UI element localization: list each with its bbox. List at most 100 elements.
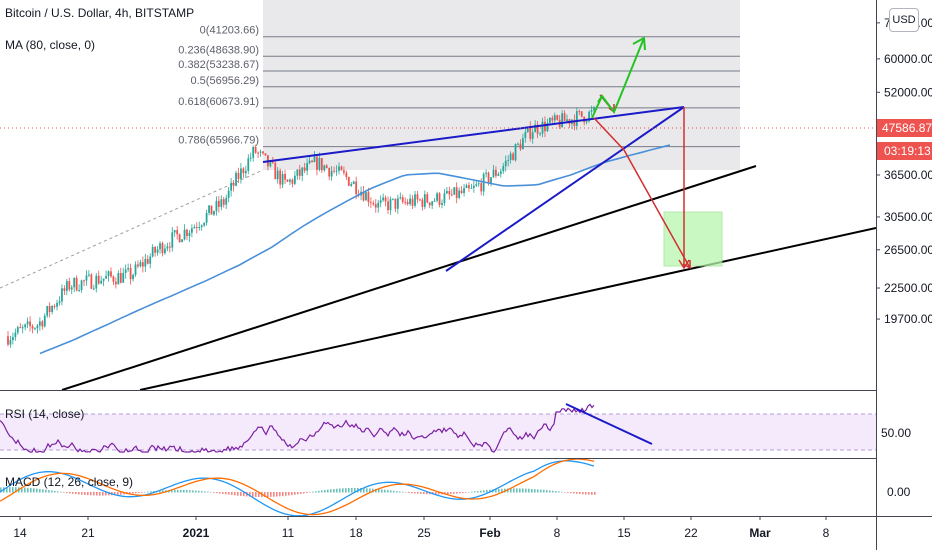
candle-body	[73, 277, 76, 288]
macd-indicator[interactable]	[0, 459, 596, 516]
fib-anchor-line	[0, 169, 264, 289]
macd-hist-bar	[462, 492, 464, 494]
macd-hist-bar	[549, 490, 551, 493]
macd-hist-bar	[192, 490, 194, 493]
support-trendline-upper[interactable]	[61, 165, 757, 390]
price-tick-label: 26500.00	[884, 243, 932, 257]
macd-hist-bar	[87, 492, 89, 496]
macd-hist-bar	[33, 488, 35, 493]
macd-hist-bar	[81, 492, 83, 495]
candle-body	[409, 198, 412, 205]
candle-body	[335, 170, 338, 172]
macd-hist-bar	[531, 488, 533, 493]
candle-body	[338, 166, 340, 171]
candle-body	[448, 190, 451, 195]
rsi-indicator[interactable]	[0, 403, 876, 453]
last-price-value: 47586.87	[882, 121, 932, 135]
candle-body	[455, 187, 458, 198]
macd-hist-bar	[339, 488, 341, 493]
macd-hist-bar	[351, 487, 353, 493]
candle-body	[122, 272, 125, 283]
target-box[interactable]	[663, 211, 723, 267]
macd-hist-bar	[240, 492, 242, 496]
rsi-divergence-line[interactable]	[565, 403, 653, 445]
candle-body	[149, 256, 152, 264]
time-axis[interactable]: 14 21 2021 11 18 25 Feb 8 15 22 Mar 8	[13, 516, 830, 540]
macd-hist-bar	[42, 489, 44, 493]
macd-hist-bar	[228, 492, 230, 495]
candle-body	[271, 160, 274, 163]
drawings[interactable]	[61, 36, 876, 390]
candle-body	[249, 157, 252, 159]
macd-hist-bar	[309, 492, 311, 493]
candle-body	[350, 183, 353, 186]
candle-body	[264, 153, 267, 156]
green-arrow-head	[632, 36, 646, 51]
macd-hist-bar	[276, 492, 278, 497]
candle-body	[227, 190, 230, 198]
candle-body	[404, 201, 407, 203]
candle-body	[146, 258, 149, 264]
candle-body	[230, 182, 233, 191]
candle-body	[438, 193, 441, 205]
support-trendline-lower[interactable]	[139, 227, 876, 390]
candle-body	[114, 281, 117, 285]
candle-body	[26, 321, 29, 325]
macd-hist-bar	[417, 492, 419, 494]
macd-hist-bar	[195, 490, 197, 493]
candle-body	[445, 190, 448, 194]
candle-body	[19, 327, 22, 329]
macd-hist-bar	[381, 489, 383, 493]
candle-body	[178, 234, 181, 243]
ma-legend[interactable]: MA (80, close, 0)	[5, 38, 95, 52]
macd-hist-bar	[453, 492, 455, 494]
wedge-upper-line[interactable]	[262, 106, 685, 163]
candle-body	[276, 170, 279, 180]
rsi-legend[interactable]: RSI (14, close)	[5, 407, 84, 421]
candle-body	[127, 267, 130, 270]
macd-hist-bar	[12, 487, 14, 493]
candle-body	[225, 197, 228, 205]
macd-hist-bar	[282, 492, 284, 497]
currency-button[interactable]: USD	[889, 8, 919, 32]
time-tick-label: 2021	[183, 526, 210, 540]
macd-hist-bar	[252, 492, 254, 497]
macd-legend[interactable]: MACD (12, 26, close, 9)	[5, 475, 133, 489]
candle-body	[490, 177, 492, 183]
price-axis[interactable]: 70000.0060000.0052000.0036500.0030500.00…	[876, 0, 932, 516]
macd-hist-bar	[51, 490, 53, 493]
macd-hist-bar	[180, 489, 182, 493]
wedge-lower-line[interactable]	[445, 106, 685, 272]
macd-hist-bar	[486, 490, 488, 493]
bullish-arrows[interactable]	[591, 36, 646, 119]
symbol-title[interactable]: Bitcoin / U.S. Dollar, 4h, BITSTAMP	[5, 6, 194, 20]
macd-hist-bar	[333, 488, 335, 493]
candle-body	[423, 194, 426, 207]
macd-hist-bar	[219, 492, 221, 494]
candle-body	[426, 194, 429, 203]
candle-body	[541, 121, 544, 134]
candle-body	[252, 146, 255, 158]
macd-hist-bar	[435, 492, 437, 495]
candle-body	[75, 277, 78, 291]
candle-body	[311, 160, 313, 163]
candle-body	[548, 117, 551, 123]
macd-hist-bar	[141, 492, 143, 493]
macd-hist-bar	[573, 492, 575, 494]
candle-body	[394, 198, 397, 209]
candle-body	[367, 192, 370, 203]
candle-body	[117, 273, 120, 285]
candle-body	[561, 113, 564, 128]
macd-hist-bar	[327, 489, 329, 493]
macd-pane[interactable]	[0, 459, 876, 516]
candle-body	[475, 184, 478, 186]
candle-body	[419, 199, 421, 201]
candle-body	[470, 187, 473, 189]
macd-hist-bar	[321, 490, 323, 493]
candle-body	[181, 239, 183, 243]
candle-body	[156, 249, 159, 253]
macd-hist-bar	[303, 492, 305, 494]
fibonacci-retracement[interactable]: 0.786(65966.79) 0.618(60673.91) 0.5(56956.…	[0, 0, 740, 289]
candle-body	[274, 162, 277, 180]
